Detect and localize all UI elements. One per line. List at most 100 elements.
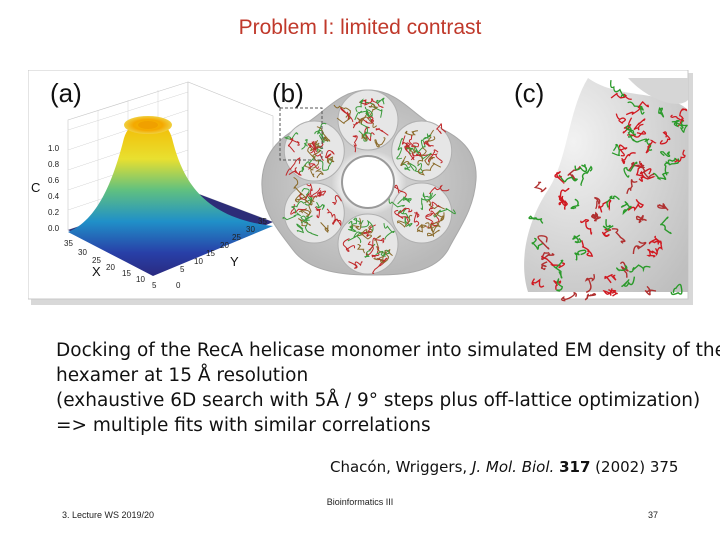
protein-strand — [375, 249, 391, 257]
protein-strand — [365, 97, 384, 108]
body-line: => multiple fits with similar correlatio… — [56, 415, 431, 436]
protein-strand — [615, 113, 627, 124]
protein-strand — [584, 273, 596, 293]
body-line: Docking of the RecA helicase monomer int… — [56, 340, 720, 361]
protein-strand — [288, 167, 302, 176]
protein-strand — [632, 240, 647, 255]
body-line: (exhaustive 6D search with 5Å / 9° steps… — [56, 390, 701, 411]
protein-strand — [572, 234, 582, 244]
protein-strand — [570, 198, 580, 210]
y-axis-label: Y — [230, 254, 239, 269]
protein-strand — [422, 191, 437, 202]
protein-strand — [537, 235, 550, 250]
protein-strand — [420, 192, 433, 211]
protein-strand — [618, 144, 628, 157]
protein-strand — [659, 131, 671, 145]
protein-strand — [602, 289, 612, 296]
panel-c-closeup: (c) — [512, 78, 688, 302]
protein-strand — [424, 153, 435, 166]
protein-strand — [287, 138, 300, 153]
protein-strand — [326, 156, 335, 165]
protein-strand — [580, 218, 593, 235]
y-tick: 10 — [194, 257, 203, 266]
citation-year-page: (2002) 375 — [595, 458, 679, 476]
monomer-density — [283, 182, 345, 244]
y-tick: 5 — [180, 265, 185, 274]
protein-strand — [312, 149, 321, 169]
protein-strand — [299, 155, 316, 173]
protein-strand — [406, 147, 416, 155]
protein-strand — [340, 107, 354, 123]
protein-strand — [383, 223, 395, 240]
protein-strand — [622, 117, 633, 134]
x-tick: 25 — [92, 256, 101, 265]
protein-strand — [417, 162, 442, 176]
protein-strand — [356, 244, 366, 254]
protein-strand — [352, 118, 368, 129]
protein-strand — [405, 143, 417, 154]
citation-authors: Chacón, Wriggers, — [330, 458, 468, 476]
protein-strand — [660, 151, 671, 158]
protein-strand — [347, 231, 362, 244]
y-tick: 35 — [258, 217, 267, 226]
protein-strand — [639, 168, 656, 180]
protein-strand — [308, 163, 319, 170]
protein-strand — [310, 140, 317, 154]
protein-strand — [379, 250, 390, 264]
protein-strand — [320, 222, 329, 234]
protein-strand — [314, 206, 321, 219]
protein-strand — [533, 181, 547, 193]
panel-a-surface-plot: 1.0 0.8 0.6 0.4 0.2 0.0 35 30 25 20 15 1… — [31, 78, 274, 290]
protein-strand — [602, 219, 614, 231]
protein-strand — [413, 211, 420, 227]
protein-strand — [409, 163, 424, 173]
x-tick: 15 — [122, 269, 131, 278]
protein-strand — [356, 112, 371, 124]
protein-strand — [558, 174, 579, 183]
protein-strand — [361, 133, 367, 141]
protein-strand — [531, 278, 545, 288]
protein-strand — [425, 212, 439, 226]
protein-strand — [604, 273, 617, 284]
x-tick: 5 — [152, 281, 157, 290]
protein-strand — [282, 212, 302, 221]
protein-strand — [611, 228, 626, 244]
x-tick: 0 — [176, 281, 181, 290]
protein-strand — [307, 143, 324, 161]
protein-strand — [301, 187, 313, 206]
protein-blobs — [282, 89, 456, 275]
protein-strand — [670, 283, 683, 296]
protein-strand — [652, 172, 668, 181]
protein-strand — [316, 126, 331, 142]
protein-strand — [397, 196, 412, 205]
protein-strand — [436, 123, 447, 134]
protein-strand — [598, 199, 612, 213]
protein-strand — [356, 224, 373, 237]
protein-strand — [404, 130, 418, 136]
protein-strand — [553, 279, 562, 290]
protein-strand — [336, 113, 351, 124]
protein-strand — [364, 106, 373, 118]
protein-strand — [591, 213, 599, 220]
body-line: hexamer at 15 Å resolution — [56, 365, 309, 386]
protein-strand — [623, 161, 638, 178]
protein-strand — [626, 179, 638, 194]
protein-strand — [397, 214, 413, 228]
z-tick: 0.8 — [48, 160, 60, 169]
protein-strand — [396, 137, 404, 160]
protein-strand — [293, 176, 303, 202]
protein-strand — [620, 201, 632, 216]
protein-strand — [315, 168, 324, 179]
protein-strand — [644, 285, 657, 296]
protein-strand — [635, 214, 647, 224]
protein-strand — [645, 139, 657, 154]
z-tick: 1.0 — [48, 144, 60, 153]
protein-strand — [422, 133, 432, 141]
protein-strand — [405, 142, 415, 161]
protein-strand — [368, 237, 385, 251]
protein-strand — [627, 199, 644, 212]
monomer-density — [391, 182, 453, 244]
protein-strand — [304, 219, 319, 237]
protein-strand — [349, 217, 362, 230]
footer-lecture: 3. Lecture WS 2019/20 — [62, 510, 155, 520]
